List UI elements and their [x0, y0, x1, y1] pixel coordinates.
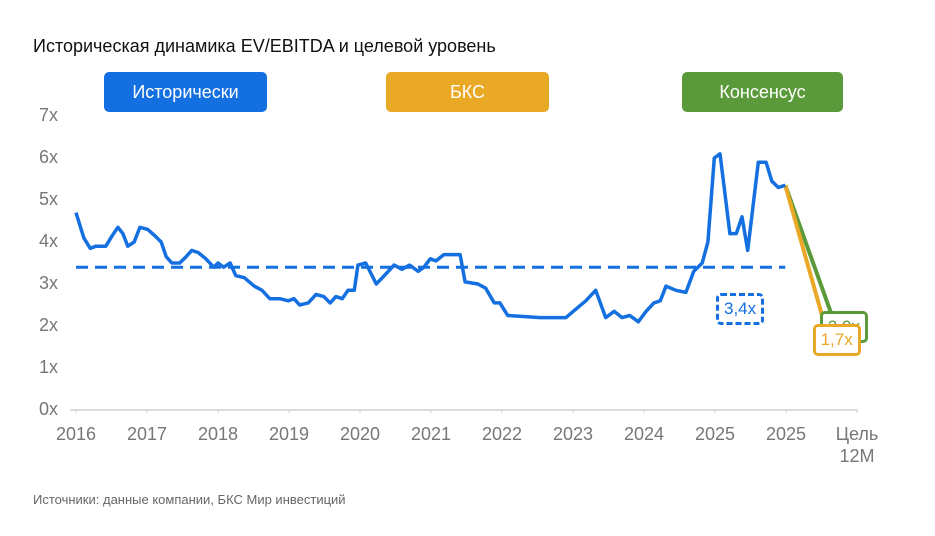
x-tick-label: 2025 [765, 424, 807, 444]
y-tick-label: 4x [38, 231, 58, 251]
y-tick-label: 2x [38, 315, 58, 335]
x-tick-label: 2018 [197, 424, 239, 444]
legend-item: Исторически [104, 72, 267, 112]
y-tick-label: 1x [38, 357, 58, 377]
y-tick-label: 0x [38, 399, 58, 419]
x-tick-label: 2023 [552, 424, 594, 444]
x-tick-label: 2022 [481, 424, 523, 444]
x-tick-label: 2024 [623, 424, 665, 444]
value-label: 1,7x [812, 323, 861, 356]
x-tick-label: 2021 [410, 424, 452, 444]
average-label: 3,4x [716, 293, 765, 325]
series-line [74, 152, 786, 324]
x-tick-label: 2019 [268, 424, 310, 444]
y-tick-label: 3x [38, 273, 58, 293]
legend-item: БКС [386, 72, 549, 112]
x-tick-label: 2020 [339, 424, 381, 444]
y-tick-label: 5x [38, 189, 58, 209]
y-tick-label: 6x [38, 147, 58, 167]
x-tick-label: 2016 [55, 424, 97, 444]
chart-title: Историческая динамика EV/EBITDA и целево… [33, 36, 496, 56]
x-tick-label: Цель 12M [835, 424, 879, 466]
y-tick-label: 7x [38, 105, 58, 125]
x-tick-label: 2025 [694, 424, 736, 444]
x-tick-label: 2017 [126, 424, 168, 444]
legend-item: Консенсус [682, 72, 843, 112]
source-note: Источники: данные компании, БКС Мир инве… [33, 492, 346, 507]
